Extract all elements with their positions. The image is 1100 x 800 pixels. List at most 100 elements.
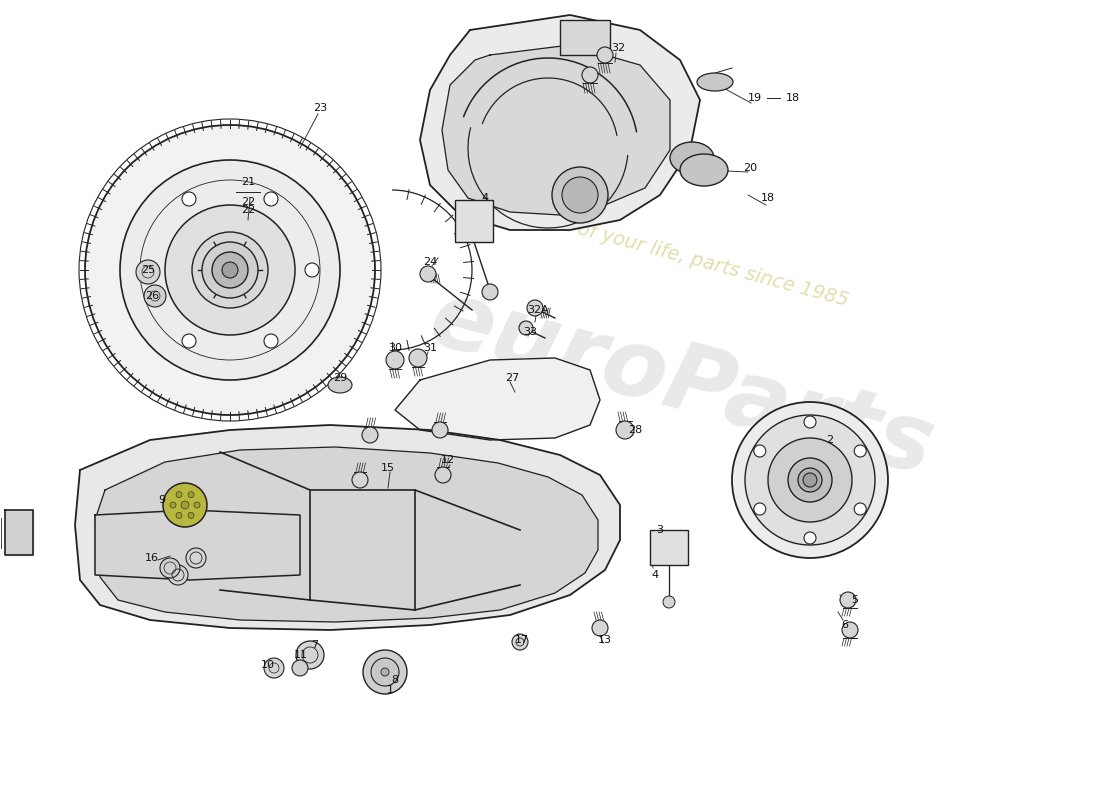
Circle shape xyxy=(855,445,866,457)
Circle shape xyxy=(420,266,436,282)
Text: 2: 2 xyxy=(826,435,834,445)
Circle shape xyxy=(120,160,340,380)
Circle shape xyxy=(168,565,188,585)
Text: 32A: 32A xyxy=(527,305,549,315)
Circle shape xyxy=(163,483,207,527)
Bar xyxy=(560,20,610,55)
Text: 24: 24 xyxy=(422,257,437,267)
Circle shape xyxy=(85,125,375,415)
Text: 13: 13 xyxy=(598,635,612,645)
Circle shape xyxy=(663,596,675,608)
Circle shape xyxy=(616,421,634,439)
Text: 15: 15 xyxy=(381,463,395,473)
Circle shape xyxy=(434,467,451,483)
Circle shape xyxy=(840,592,856,608)
Text: 33: 33 xyxy=(522,327,537,337)
Circle shape xyxy=(136,260,160,284)
Bar xyxy=(455,200,493,242)
Text: euroParts: euroParts xyxy=(420,273,944,495)
Polygon shape xyxy=(95,447,598,622)
Ellipse shape xyxy=(670,142,714,174)
Circle shape xyxy=(482,284,498,300)
Text: 3: 3 xyxy=(657,525,663,535)
Circle shape xyxy=(264,192,278,206)
Circle shape xyxy=(176,492,182,498)
Circle shape xyxy=(188,512,194,518)
Circle shape xyxy=(582,67,598,83)
Circle shape xyxy=(842,622,858,638)
Text: 26: 26 xyxy=(145,291,160,301)
Circle shape xyxy=(176,512,182,518)
Polygon shape xyxy=(442,45,670,215)
Circle shape xyxy=(745,415,874,545)
Text: 8: 8 xyxy=(392,675,398,685)
Ellipse shape xyxy=(680,154,728,186)
Circle shape xyxy=(188,492,194,498)
Circle shape xyxy=(144,285,166,307)
Text: 6: 6 xyxy=(842,620,848,630)
Circle shape xyxy=(597,47,613,63)
Text: 29: 29 xyxy=(333,373,348,383)
Text: 18: 18 xyxy=(761,193,776,203)
Circle shape xyxy=(352,472,368,488)
Circle shape xyxy=(141,263,155,277)
Text: a part of your life, parts since 1985: a part of your life, parts since 1985 xyxy=(514,202,850,310)
Circle shape xyxy=(305,263,319,277)
Polygon shape xyxy=(395,358,600,440)
Text: 9: 9 xyxy=(158,495,166,505)
Circle shape xyxy=(754,445,766,457)
Text: 1: 1 xyxy=(386,685,394,695)
Circle shape xyxy=(264,658,284,678)
Bar xyxy=(650,530,688,565)
Text: 11: 11 xyxy=(294,650,308,660)
Text: 16: 16 xyxy=(145,553,160,563)
Circle shape xyxy=(222,262,238,278)
Circle shape xyxy=(804,532,816,544)
Circle shape xyxy=(798,468,822,492)
Polygon shape xyxy=(75,425,620,630)
Text: 20: 20 xyxy=(742,163,757,173)
Circle shape xyxy=(768,438,852,522)
Polygon shape xyxy=(95,510,300,580)
Text: 32: 32 xyxy=(610,43,625,53)
Text: 30: 30 xyxy=(388,343,401,353)
Text: 18: 18 xyxy=(785,93,800,103)
Circle shape xyxy=(732,402,888,558)
Text: 31: 31 xyxy=(424,343,437,353)
Text: 4: 4 xyxy=(651,570,659,580)
Circle shape xyxy=(409,349,427,367)
Text: 28: 28 xyxy=(628,425,642,435)
Circle shape xyxy=(432,422,448,438)
Circle shape xyxy=(182,192,196,206)
Ellipse shape xyxy=(328,377,352,393)
Circle shape xyxy=(362,427,378,443)
Circle shape xyxy=(527,300,543,316)
Text: 4: 4 xyxy=(482,193,488,203)
Text: 19: 19 xyxy=(748,93,762,103)
Circle shape xyxy=(754,503,766,515)
Circle shape xyxy=(804,416,816,428)
Text: 21: 21 xyxy=(241,177,255,187)
Circle shape xyxy=(194,502,200,508)
Circle shape xyxy=(363,650,407,694)
Circle shape xyxy=(182,334,196,348)
Text: 22: 22 xyxy=(241,205,255,215)
Text: 27: 27 xyxy=(505,373,519,383)
Circle shape xyxy=(855,503,866,515)
Circle shape xyxy=(371,658,399,686)
Text: 25: 25 xyxy=(141,265,155,275)
Circle shape xyxy=(552,167,608,223)
Circle shape xyxy=(788,458,832,502)
Circle shape xyxy=(381,668,389,676)
Circle shape xyxy=(160,558,180,578)
Circle shape xyxy=(803,473,817,487)
Circle shape xyxy=(296,641,324,669)
Circle shape xyxy=(170,502,176,508)
Circle shape xyxy=(182,501,189,509)
Text: 5: 5 xyxy=(851,595,858,605)
Text: 23: 23 xyxy=(312,103,327,113)
Text: 22: 22 xyxy=(241,197,255,207)
Circle shape xyxy=(386,351,404,369)
Text: 12: 12 xyxy=(441,455,455,465)
Polygon shape xyxy=(6,510,33,555)
